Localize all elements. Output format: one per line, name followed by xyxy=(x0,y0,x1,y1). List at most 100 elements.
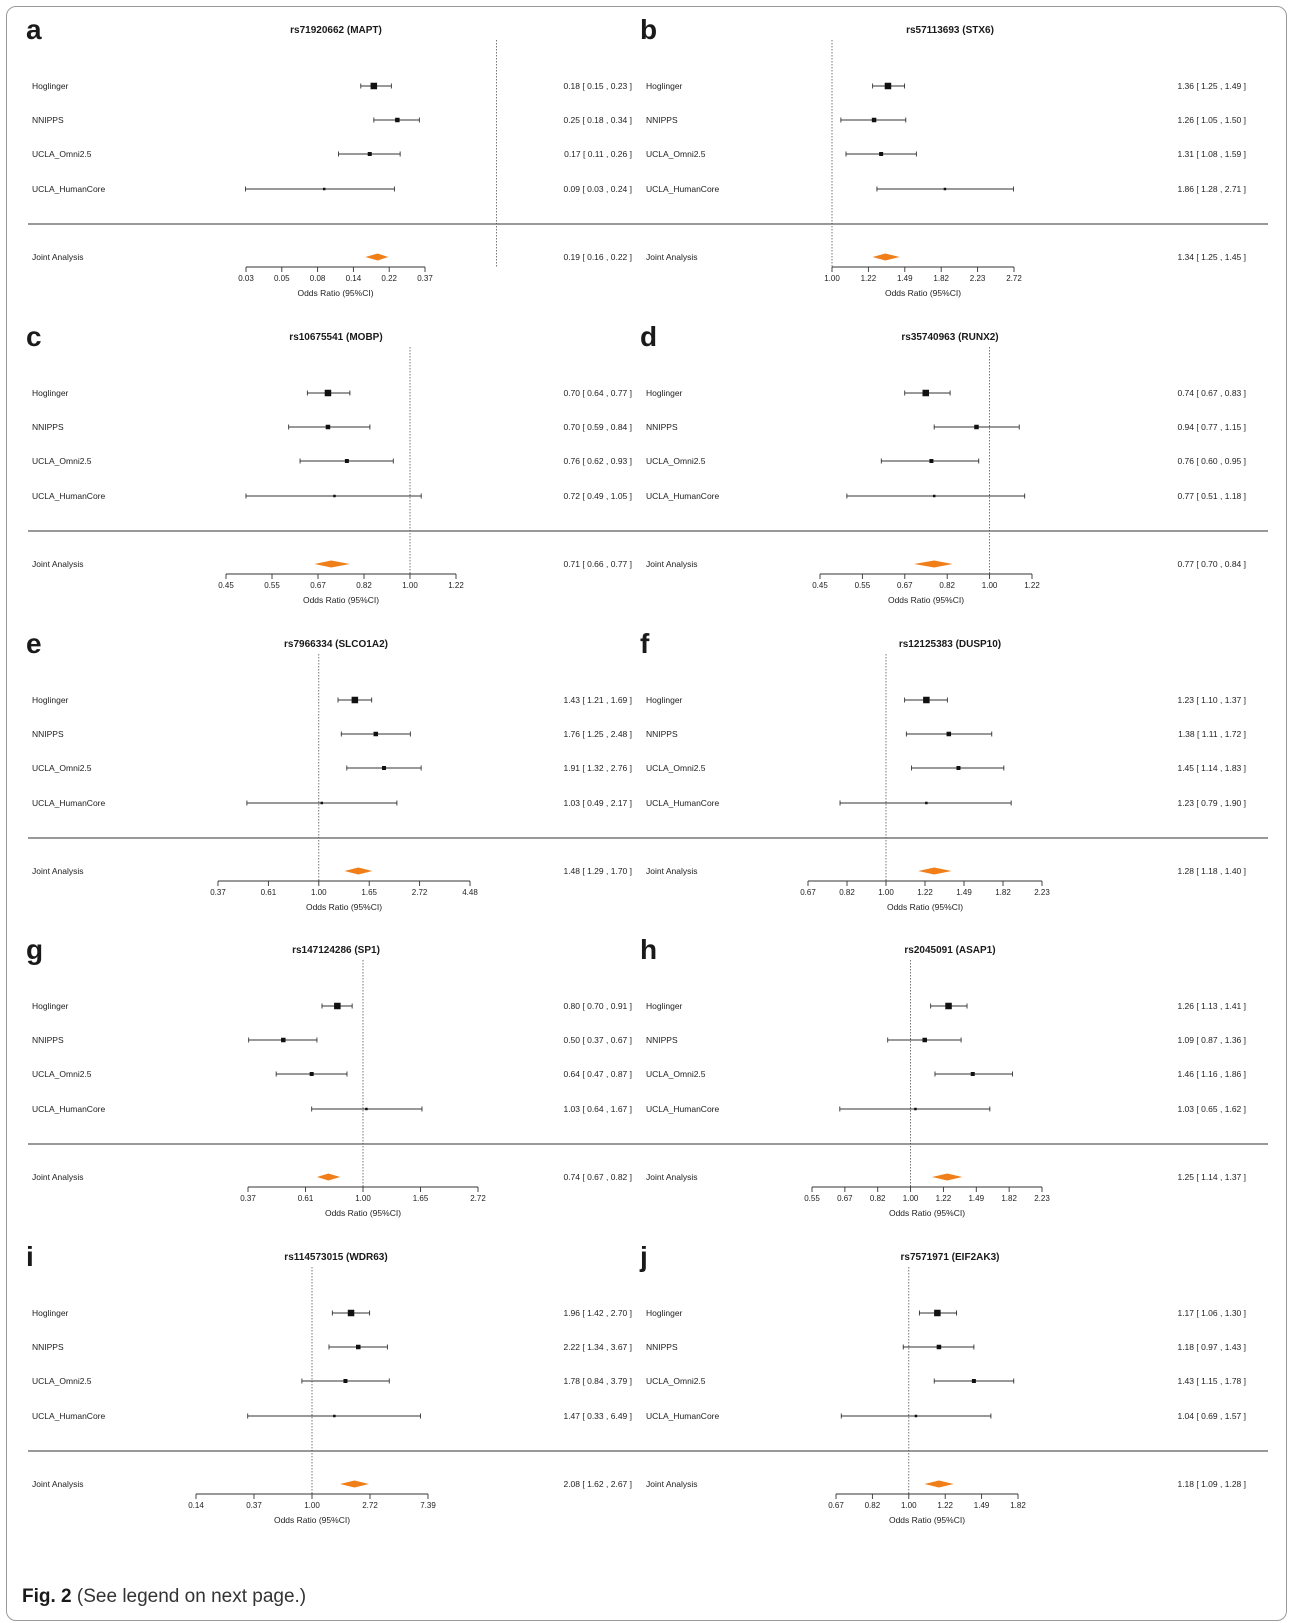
joint-label: Joint Analysis xyxy=(646,252,698,262)
study-label: UCLA_HumanCore xyxy=(646,184,719,194)
x-axis-label: Odds Ratio (95%CI) xyxy=(889,1515,965,1525)
x-tick-label: 0.82 xyxy=(939,581,955,590)
study-marker-0 xyxy=(872,82,906,90)
x-axis-label: Odds Ratio (95%CI) xyxy=(303,595,379,605)
x-tick-label: 0.61 xyxy=(261,888,277,897)
study-marker-3 xyxy=(247,1413,421,1419)
point-estimate xyxy=(365,1107,368,1111)
x-tick-label: 0.14 xyxy=(346,274,362,283)
study-marker-2 xyxy=(933,1378,1015,1384)
x-tick-label: 0.55 xyxy=(804,1194,820,1203)
forest-plot-svg: rs7966334 (SLCO1A2) Hoglinger 1.43 [ 1.21 … xyxy=(28,639,654,912)
study-ci-text: 1.04 [ 0.69 , 1.57 ] xyxy=(1177,1411,1246,1421)
study-ci-text: 0.76 [ 0.60 , 0.95 ] xyxy=(1177,456,1246,466)
study-ci-text: 1.26 [ 1.05 , 1.50 ] xyxy=(1177,115,1246,125)
x-tick-label: 2.23 xyxy=(1034,1194,1050,1203)
point-estimate xyxy=(884,82,892,90)
forest-panel-f: f rs12125383 (DUSP10) Hoglinger 1.23 [ 1.10… xyxy=(632,628,1277,970)
x-tick-label: 1.00 xyxy=(878,888,894,897)
joint-ci-text: 2.08 [ 1.62 , 2.67 ] xyxy=(563,1479,632,1489)
point-estimate xyxy=(922,1037,927,1043)
study-ci-text: 0.76 [ 0.62 , 0.93 ] xyxy=(563,456,632,466)
x-tick-label: 0.82 xyxy=(870,1194,886,1203)
joint-label: Joint Analysis xyxy=(646,559,698,569)
x-tick-label: 2.23 xyxy=(1034,888,1050,897)
x-tick-label: 1.00 xyxy=(304,1501,320,1510)
x-tick-label: 1.22 xyxy=(448,581,464,590)
joint-diamond xyxy=(872,253,900,261)
panel-letter: d xyxy=(640,321,658,352)
study-label: UCLA_HumanCore xyxy=(32,1411,105,1421)
study-marker-3 xyxy=(840,1413,992,1419)
point-estimate xyxy=(320,801,324,805)
x-tick-label: 1.00 xyxy=(901,1501,917,1510)
point-estimate xyxy=(395,117,400,123)
point-estimate xyxy=(347,1309,355,1317)
point-estimate xyxy=(367,152,372,156)
x-tick-label: 1.49 xyxy=(897,274,913,283)
study-ci-text: 1.45 [ 1.14 , 1.83 ] xyxy=(1177,763,1246,773)
study-ci-text: 0.77 [ 0.51 , 1.18 ] xyxy=(1177,491,1246,501)
joint-label: Joint Analysis xyxy=(646,1172,698,1182)
x-tick-label: 1.65 xyxy=(413,1194,429,1203)
point-estimate xyxy=(334,1002,341,1010)
x-tick-label: 0.67 xyxy=(897,581,913,590)
x-tick-label: 0.08 xyxy=(310,274,326,283)
point-estimate xyxy=(351,696,359,704)
point-estimate xyxy=(934,1309,941,1317)
forest-plot-svg: rs57113693 (STX6) Hoglinger 1.36 [ 1.25 , … xyxy=(642,25,1268,298)
study-label: UCLA_HumanCore xyxy=(32,1104,105,1114)
x-tick-label: 1.22 xyxy=(861,274,877,283)
x-tick-label: 1.00 xyxy=(355,1194,371,1203)
forest-plot-svg: rs147124286 (SP1) Hoglinger 0.80 [ 0.70 , … xyxy=(28,945,654,1218)
joint-diamond xyxy=(918,867,952,875)
forest-panel-i: i rs114573015 (WDR63) Hoglinger 1.96 [ 1.42… xyxy=(18,1241,663,1583)
study-label: NNIPPS xyxy=(32,1035,64,1045)
x-tick-label: 1.00 xyxy=(824,274,840,283)
study-marker-0 xyxy=(306,389,351,397)
point-estimate xyxy=(945,1002,952,1010)
study-ci-text: 1.31 [ 1.08 , 1.59 ] xyxy=(1177,149,1246,159)
study-label: UCLA_Omni2.5 xyxy=(32,1069,92,1079)
forest-plot-svg: rs2045091 (ASAP1) Hoglinger 1.26 [ 1.13 , … xyxy=(642,945,1268,1218)
figure-caption: Fig. 2 (See legend on next page.) xyxy=(22,1586,306,1608)
study-marker-1 xyxy=(248,1037,318,1043)
study-ci-text: 1.96 [ 1.42 , 2.70 ] xyxy=(563,1308,632,1318)
forest-panel-c: c rs10675541 (MOBP) Hoglinger 0.70 [ 0.64 ,… xyxy=(18,321,663,663)
point-estimate xyxy=(281,1037,286,1043)
joint-label: Joint Analysis xyxy=(646,866,698,876)
point-estimate xyxy=(333,1414,336,1418)
study-marker-2 xyxy=(301,1378,390,1384)
point-estimate xyxy=(946,731,952,737)
panel-title: rs7571971 (EIF2AK3) xyxy=(901,1252,1000,1263)
study-label: NNIPPS xyxy=(646,1035,678,1045)
joint-diamond xyxy=(314,560,350,568)
study-ci-text: 1.26 [ 1.13 , 1.41 ] xyxy=(1177,1001,1246,1011)
x-tick-label: 1.00 xyxy=(311,888,327,897)
x-tick-label: 0.55 xyxy=(855,581,871,590)
panel-letter: f xyxy=(640,628,650,659)
x-tick-label: 0.82 xyxy=(356,581,372,590)
study-marker-0 xyxy=(331,1309,371,1317)
point-estimate xyxy=(879,152,884,156)
point-estimate xyxy=(914,1414,918,1418)
study-ci-text: 1.18 [ 0.97 , 1.43 ] xyxy=(1177,1342,1246,1352)
point-estimate xyxy=(922,389,930,397)
study-marker-3 xyxy=(245,493,422,499)
x-tick-label: 0.22 xyxy=(381,274,397,283)
point-estimate xyxy=(956,766,961,770)
figure-frame xyxy=(6,6,1287,1621)
study-marker-3 xyxy=(839,800,1012,806)
panel-letter: j xyxy=(640,1241,648,1272)
study-marker-0 xyxy=(904,696,948,704)
point-estimate xyxy=(936,1344,942,1350)
joint-ci-text: 0.71 [ 0.66 , 0.77 ] xyxy=(563,559,632,569)
study-ci-text: 1.03 [ 0.64 , 1.67 ] xyxy=(563,1104,632,1114)
study-ci-text: 1.38 [ 1.11 , 1.72 ] xyxy=(1178,729,1246,739)
point-estimate xyxy=(324,389,332,397)
point-estimate xyxy=(925,801,928,805)
study-ci-text: 1.91 [ 1.32 , 2.76 ] xyxy=(563,763,632,773)
joint-label: Joint Analysis xyxy=(32,559,84,569)
joint-label: Joint Analysis xyxy=(646,1479,698,1489)
